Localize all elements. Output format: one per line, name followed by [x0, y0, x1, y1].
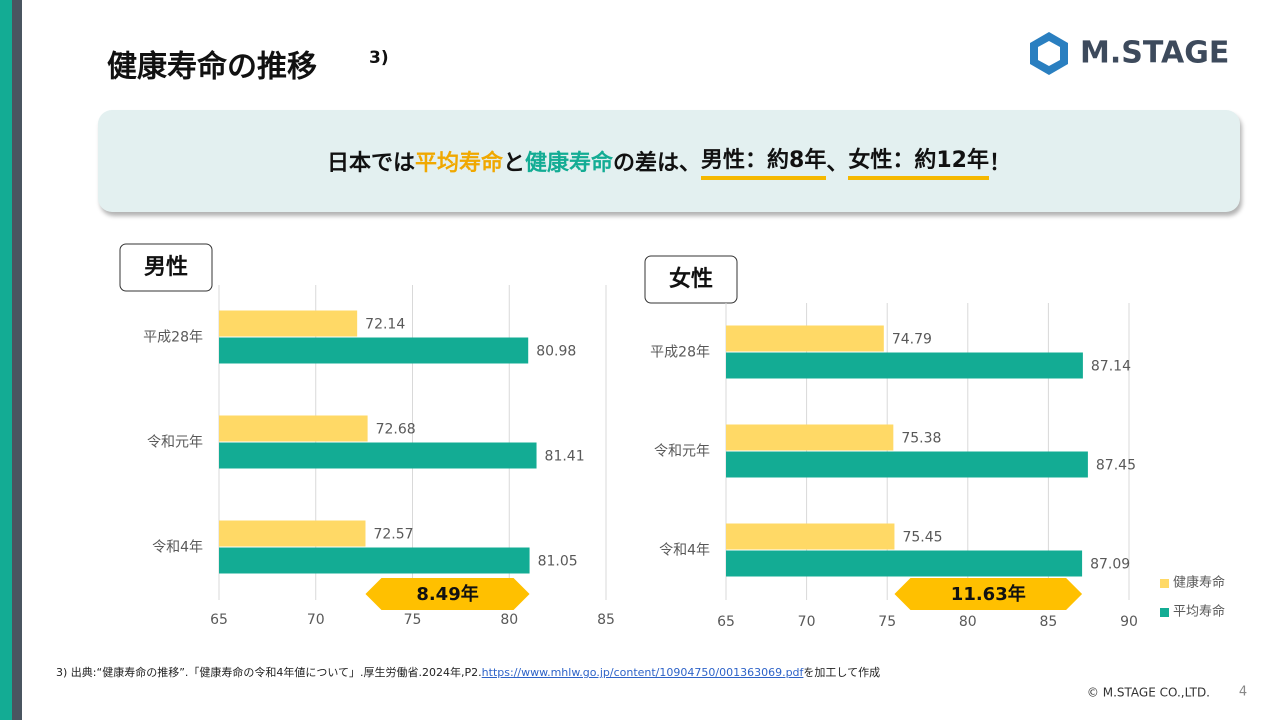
value-label: 87.14	[1091, 359, 1131, 375]
chart-title: 男性	[144, 255, 188, 280]
title-sup: 3)	[369, 48, 389, 68]
x-tick-label: 75	[878, 614, 896, 630]
y-tick-label: 令和元年	[654, 444, 710, 460]
x-tick-label: 70	[798, 614, 816, 630]
value-label: 75.45	[902, 530, 942, 546]
banner-text: 女性：約12年	[848, 142, 989, 180]
legend-label: 健康寿命	[1173, 575, 1225, 591]
chart-title-box	[119, 243, 213, 292]
banner-text: ！	[989, 151, 1012, 176]
bar	[219, 310, 358, 337]
logo-text: M.STAGE	[1080, 36, 1229, 71]
logo-icon	[1038, 41, 1060, 66]
y-tick-label: 令和4年	[659, 543, 710, 559]
x-tick-label: 80	[959, 614, 977, 630]
y-tick-label: 令和4年	[152, 540, 203, 556]
footnote-text: を加工して作成	[803, 666, 881, 679]
banner-text: 健康寿命	[525, 151, 614, 176]
banner-text: と	[503, 151, 526, 176]
y-tick-label: 平成28年	[650, 345, 710, 361]
slide-title: 健康寿命の推移	[107, 50, 317, 85]
value-label: 72.14	[365, 317, 405, 333]
bar	[726, 451, 1088, 478]
page-number: 4	[1239, 685, 1247, 700]
side-stripe	[0, 0, 12, 720]
x-tick-label: 65	[717, 614, 735, 630]
value-label: 74.79	[892, 332, 932, 348]
y-tick-label: 令和元年	[147, 435, 203, 451]
bar	[726, 550, 1083, 577]
value-label: 87.45	[1096, 458, 1136, 474]
bar	[219, 415, 368, 442]
key-message: 日本では 平均寿命と健康寿命 の差は、 男性：約8年、女性：約12年！	[98, 110, 1240, 212]
banner-text: 平均寿命	[414, 151, 503, 176]
footnote-text: 3) 出典:“健康寿命の推移”.「健康寿命の令和4年値について」.厚生労働省.2…	[56, 666, 482, 679]
banner-text: 、	[826, 151, 849, 176]
chart-title: 女性	[669, 266, 713, 292]
annotation: 8.49年	[416, 583, 478, 605]
legend-label: 平均寿命	[1173, 604, 1225, 620]
value-label: 72.68	[376, 422, 416, 438]
value-label: 72.57	[373, 527, 413, 543]
bar	[726, 325, 884, 352]
x-tick-label: 85	[1039, 614, 1057, 630]
x-tick-label: 75	[404, 612, 422, 628]
footnote-link[interactable]: https://www.mhlw.go.jp/content/10904750/…	[481, 666, 804, 679]
banner-text: 日本では	[326, 151, 415, 176]
value-label: 87.09	[1090, 557, 1130, 573]
bar	[726, 424, 894, 451]
bar	[726, 352, 1083, 379]
x-tick-label: 85	[597, 612, 615, 628]
x-tick-label: 90	[1120, 614, 1138, 630]
bar	[219, 442, 537, 469]
x-tick-label: 70	[307, 612, 325, 628]
banner-text: 男性：約8年	[701, 142, 827, 180]
value-label: 80.98	[536, 344, 576, 360]
copyright: © M.STAGE CO.,LTD.	[1087, 686, 1210, 700]
gap-arrow	[894, 578, 1083, 610]
side-stripe	[12, 0, 22, 720]
value-label: 81.05	[538, 554, 578, 570]
footnote: 3) 出典:“健康寿命の推移”.「健康寿命の令和4年値について」.厚生労働省.2…	[56, 664, 880, 680]
banner-text: の差は、	[613, 151, 702, 176]
y-tick-label: 平成28年	[143, 330, 203, 346]
value-label: 75.38	[901, 431, 941, 447]
legend-swatch	[1160, 608, 1169, 617]
x-tick-label: 80	[500, 612, 518, 628]
x-tick-label: 65	[210, 612, 228, 628]
bar	[219, 337, 529, 364]
bar	[726, 523, 895, 550]
bar	[219, 547, 530, 574]
chart-title-box	[644, 255, 738, 304]
bar	[219, 520, 366, 547]
legend-swatch	[1160, 579, 1169, 588]
value-label: 81.41	[545, 449, 585, 465]
gap-arrow	[365, 578, 530, 610]
annotation: 11.63年	[951, 583, 1026, 605]
